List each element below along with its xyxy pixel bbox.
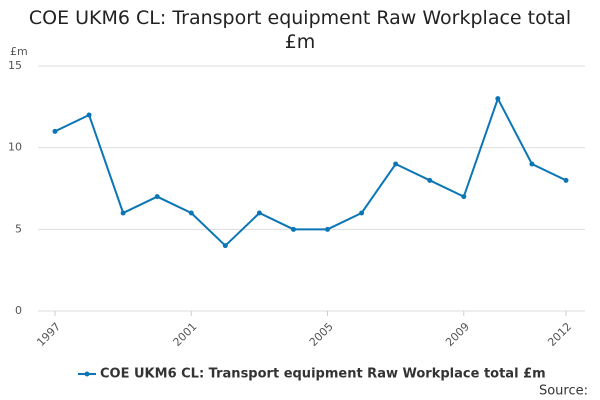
y-tick-label: 5: [15, 222, 22, 235]
point: [120, 210, 126, 216]
source: Source:: [539, 384, 588, 399]
x-tick-label: 2012: [545, 320, 574, 349]
y-axis-label: £m: [10, 45, 28, 58]
x-tick-label: 2009: [443, 320, 472, 349]
x-tick-label: 1997: [34, 320, 63, 349]
point: [256, 210, 262, 216]
y-tick-label: 10: [8, 141, 22, 154]
x-tick-label: 2001: [171, 320, 200, 349]
point: [563, 177, 569, 183]
point: [154, 194, 160, 200]
point: [222, 243, 228, 249]
y-tick-label: 15: [8, 59, 22, 72]
point: [393, 161, 399, 167]
point: [290, 226, 296, 232]
point: [495, 96, 501, 102]
legend-marker: [84, 371, 90, 377]
chart-title: COE UKM6 CL: Transport equipment Raw Wor…: [28, 7, 572, 53]
point: [325, 226, 331, 232]
point: [86, 112, 92, 118]
legend-label: COE UKM6 CL: Transport equipment Raw Wor…: [100, 367, 546, 382]
point: [52, 128, 58, 134]
point: [427, 177, 433, 183]
line: [54, 96, 567, 248]
point: [188, 210, 194, 216]
x-tick-label: 2005: [307, 320, 336, 349]
point: [461, 194, 467, 200]
point: [359, 210, 365, 216]
point: [529, 161, 535, 167]
y-tick-label: 0: [15, 304, 22, 317]
